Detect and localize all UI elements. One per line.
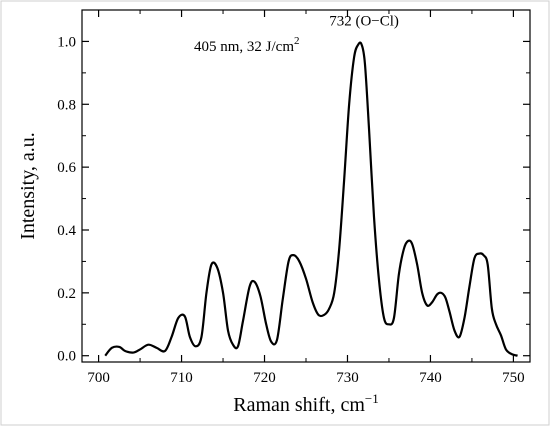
- y-axis-title: Intensity, a.u.: [17, 132, 39, 240]
- y-axis-ticks: 0.0 0.2 0.4 0.6 0.8 1.0: [57, 9, 530, 365]
- x-axis-title: Raman shift, cm−1: [233, 391, 378, 416]
- x-tick-label: 750: [502, 370, 525, 386]
- y-tick-label: 1.0: [57, 34, 76, 50]
- series-layer: [104, 41, 518, 357]
- y-tick-label: 0.4: [57, 223, 76, 239]
- y-tick-label: 0.6: [57, 160, 76, 176]
- plot-frame: [81, 9, 531, 363]
- x-axis-ticks: 700 710 720 730 740 750: [87, 10, 525, 386]
- annotation-layer: 405 nm, 32 J/cm2 732 (O−Cl): [194, 14, 399, 55]
- x-tick-label: 720: [253, 370, 276, 386]
- x-tick-label: 700: [87, 370, 110, 386]
- laser-condition-label: 405 nm, 32 J/cm2: [194, 35, 300, 55]
- spectrum-line: [104, 41, 518, 357]
- x-tick-label: 730: [336, 370, 359, 386]
- y-tick-label: 0.2: [57, 286, 76, 302]
- y-tick-label: 0.0: [57, 349, 76, 365]
- y-tick-label: 0.8: [57, 97, 76, 113]
- x-tick-label: 710: [170, 370, 193, 386]
- x-tick-label: 740: [419, 370, 442, 386]
- peak-label: 732 (O−Cl): [329, 14, 399, 30]
